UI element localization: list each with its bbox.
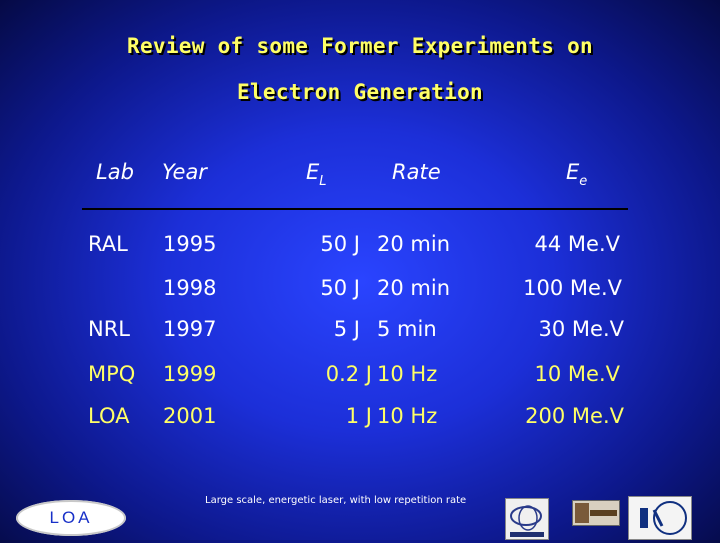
row-ee: 200 Me.V [525,404,624,428]
row-year: 1999 [163,362,217,386]
row-year: 1998 [163,276,217,300]
row-lab: LOA [88,404,130,428]
header-lab: Lab [96,160,134,184]
header-ee: Ee [566,160,587,189]
slide-title-line2: Electron Generation [237,80,483,104]
cnrs-logo-mark [640,501,687,535]
row-energy: 1 J [345,404,372,428]
ensta-logo [505,498,549,540]
row-year: 1997 [163,317,217,341]
footnote: Large scale, energetic laser, with low r… [205,495,467,506]
row-lab: MPQ [88,362,136,386]
loa-logo-text: LOA [49,508,93,527]
row-ee: 10 Me.V [534,362,620,386]
row-energy: 50 J [320,232,360,256]
row-rate: 20 min [377,232,450,256]
cnrs-logo [628,496,692,540]
header-rate: Rate [392,160,441,184]
header-el: EL [306,160,327,189]
ensta-logo-mark [510,505,544,537]
row-energy: 50 J [320,276,360,300]
loa-logo: LOA [16,500,126,536]
slide-title-line1: Review of some Former Experiments on [127,34,593,58]
row-ee: 44 Me.V [534,232,620,256]
header-ee-main: E [566,160,580,184]
row-rate: 10 Hz [377,404,438,428]
row-year: 2001 [163,404,217,428]
row-energy: 0.2 J [325,362,372,386]
header-ee-sub: e [579,174,588,189]
header-el-sub: L [319,174,327,189]
row-energy: 5 J [333,317,360,341]
header-el-main: E [306,160,320,184]
row-rate: 5 min [377,317,437,341]
row-lab: RAL [88,232,128,256]
polytechnique-logo [572,500,620,526]
polytechnique-logo-mark [575,503,617,523]
row-ee: 30 Me.V [538,317,624,341]
row-rate: 10 Hz [377,362,438,386]
header-divider [82,208,628,210]
row-ee: 100 Me.V [523,276,622,300]
header-year: Year [162,160,207,184]
row-year: 1995 [163,232,217,256]
row-lab: NRL [88,317,130,341]
row-rate: 20 min [377,276,450,300]
